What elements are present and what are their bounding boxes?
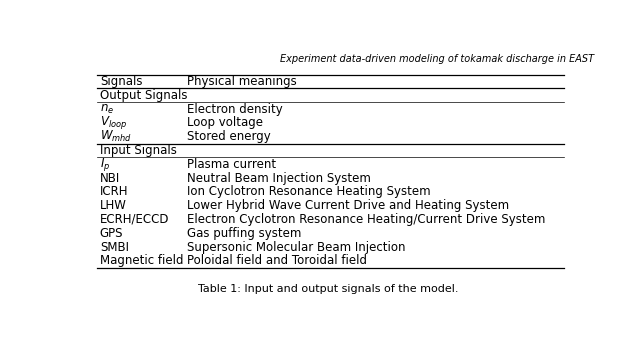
- Text: GPS: GPS: [100, 227, 124, 240]
- Text: Experiment data-driven modeling of tokamak discharge in EAST: Experiment data-driven modeling of tokam…: [280, 54, 594, 64]
- Text: Poloidal field and Toroidal field: Poloidal field and Toroidal field: [187, 254, 367, 267]
- Text: Electron density: Electron density: [187, 103, 282, 116]
- Text: Physical meanings: Physical meanings: [187, 75, 296, 88]
- Text: Lower Hybrid Wave Current Drive and Heating System: Lower Hybrid Wave Current Drive and Heat…: [187, 199, 509, 212]
- Text: Gas puffing system: Gas puffing system: [187, 227, 301, 240]
- Text: Output Signals: Output Signals: [100, 89, 188, 102]
- Text: Supersonic Molecular Beam Injection: Supersonic Molecular Beam Injection: [187, 241, 405, 254]
- Text: Neutral Beam Injection System: Neutral Beam Injection System: [187, 172, 371, 185]
- Text: NBI: NBI: [100, 172, 120, 185]
- Text: Plasma current: Plasma current: [187, 158, 276, 171]
- Text: Stored energy: Stored energy: [187, 130, 270, 143]
- Text: Loop voltage: Loop voltage: [187, 116, 262, 129]
- Text: $W_{mhd}$: $W_{mhd}$: [100, 129, 132, 144]
- Text: $V_{loop}$: $V_{loop}$: [100, 114, 127, 132]
- Text: Input Signals: Input Signals: [100, 144, 177, 157]
- Text: Signals: Signals: [100, 75, 142, 88]
- Text: $I_p$: $I_p$: [100, 156, 110, 173]
- Text: ECRH/ECCD: ECRH/ECCD: [100, 213, 170, 226]
- Text: Magnetic field: Magnetic field: [100, 254, 183, 267]
- Text: Table 1: Input and output signals of the model.: Table 1: Input and output signals of the…: [198, 284, 458, 294]
- Text: ICRH: ICRH: [100, 185, 129, 198]
- Text: Electron Cyclotron Resonance Heating/Current Drive System: Electron Cyclotron Resonance Heating/Cur…: [187, 213, 545, 226]
- Text: $n_e$: $n_e$: [100, 103, 114, 116]
- Text: SMBI: SMBI: [100, 241, 129, 254]
- Text: LHW: LHW: [100, 199, 127, 212]
- Text: Ion Cyclotron Resonance Heating System: Ion Cyclotron Resonance Heating System: [187, 185, 430, 198]
